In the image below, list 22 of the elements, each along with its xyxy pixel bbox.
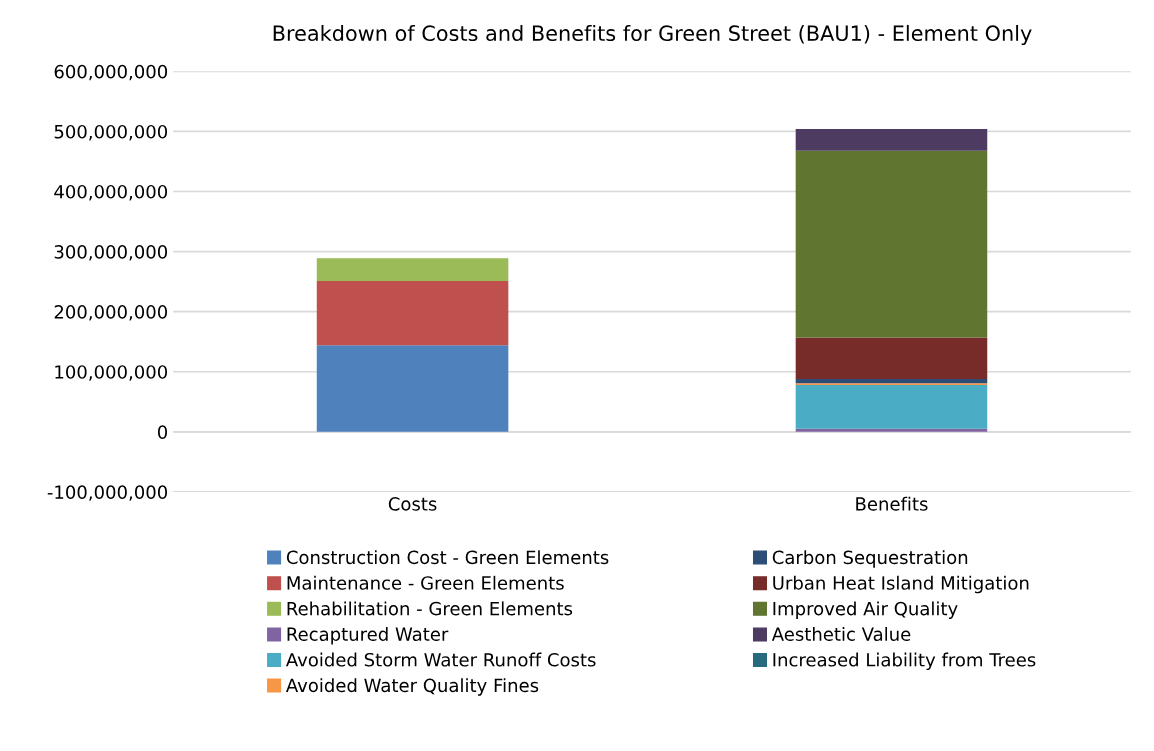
y-tick-label: 200,000,000 — [54, 305, 168, 321]
y-tick-label: 0 — [157, 425, 168, 439]
y-tick-label: 400,000,000 — [54, 184, 168, 201]
y-tick-label: 600,000,000 — [54, 64, 168, 81]
legend-label: Aesthetic Value — [771, 627, 911, 641]
legend-label: Construction Cost - Green Elements — [286, 550, 609, 565]
legend-label: Urban Heat Island Mitigation — [773, 575, 1029, 594]
y-tick-label: 300,000,000 — [54, 245, 168, 261]
legend-label: Increased Liability from Trees — [773, 652, 1036, 671]
chart-title: Breakdown of Costs and Benefits for Green Street (BAU1) - Element Only — [273, 24, 1032, 46]
legend-label: Avoided Water Quality Fines — [285, 678, 539, 696]
y-tick-label: 100,000,000 — [55, 365, 168, 381]
y-tick-label: 500,000,000 — [54, 124, 168, 141]
legend-label: Rehabilitation - Green Elements — [287, 601, 573, 616]
legend-label: Recaptured Water — [287, 627, 449, 645]
legend-label: Improved Air Quality — [773, 601, 958, 619]
x-tick-label: Benefits — [856, 496, 928, 511]
x-tick-label: Costs — [388, 497, 437, 511]
legend-label: Avoided Storm Water Runoff Costs — [285, 652, 596, 667]
legend-label: Maintenance - Green Elements — [287, 575, 564, 590]
legend-label: Carbon Sequestration — [772, 550, 968, 568]
y-tick-label: -100,000,000 — [47, 485, 168, 501]
